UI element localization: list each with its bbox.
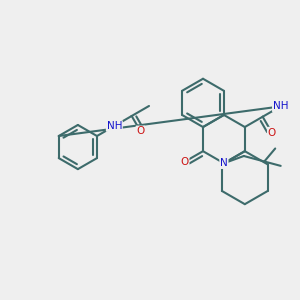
Text: O: O (268, 128, 276, 137)
Text: N: N (220, 158, 228, 168)
Text: O: O (136, 126, 145, 136)
Text: NH: NH (106, 121, 122, 131)
Text: NH: NH (273, 101, 288, 111)
Text: O: O (181, 157, 189, 167)
